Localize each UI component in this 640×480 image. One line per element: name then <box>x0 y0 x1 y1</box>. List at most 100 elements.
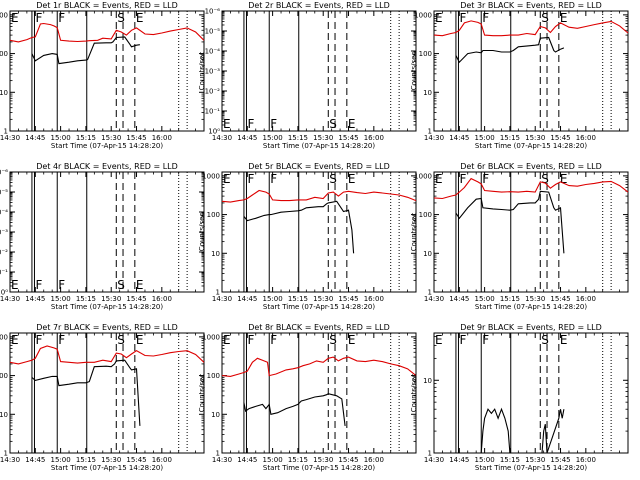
y-tick-label: 10⁻² <box>205 88 221 96</box>
marker-flag-label: F <box>270 172 277 186</box>
x-tick-label: 15:30 <box>525 134 545 142</box>
x-tick-label: 16:00 <box>152 134 172 142</box>
lld-series-line <box>9 345 205 365</box>
y-tick-label: 100 <box>419 211 432 219</box>
x-tick-label: 15:00 <box>263 295 283 303</box>
x-tick-label: 15:15 <box>500 295 520 303</box>
marker-flag-label: F <box>35 278 42 292</box>
lld-series-line <box>9 22 205 43</box>
x-tick-label: 15:15 <box>76 134 96 142</box>
panel-title: Det 4r BLACK = Events, RED = LLD <box>36 162 178 171</box>
x-tick-label: 14:45 <box>25 295 45 303</box>
y-tick-label: 10 <box>0 89 8 97</box>
x-tick-label: 16:00 <box>364 134 384 142</box>
x-tick-label: 15:00 <box>263 134 283 142</box>
panel-det-5: Det 5r BLACK = Events, RED = LLD 1 10 100 10… <box>198 162 417 311</box>
x-axis-label: Start Time (07-Apr-15 14:28:20) <box>475 142 587 150</box>
x-tick-label: 14:30 <box>0 456 20 464</box>
marker-flag-label: E <box>348 333 356 347</box>
plot-frame <box>433 171 629 293</box>
panel-det-3: Det 3r BLACK = Events, RED = LLD 1 10 100 10… <box>410 1 629 150</box>
y-tick-label: 1000 <box>0 11 8 19</box>
lld-series-line <box>221 189 417 203</box>
x-axis-label: Start Time (07-Apr-15 14:28:20) <box>263 303 375 311</box>
y-tick-label: 10 <box>423 89 432 97</box>
x-tick-label: 14:30 <box>212 134 232 142</box>
x-tick-label: 14:45 <box>449 134 469 142</box>
x-axis-label: Start Time (07-Apr-15 14:28:20) <box>51 303 163 311</box>
x-tick-label: 15:15 <box>76 456 96 464</box>
y-tick-label: 1 <box>4 450 8 458</box>
x-tick-label: 14:30 <box>424 295 444 303</box>
marker-flag-label: F <box>58 278 65 292</box>
x-tick-label: 15:45 <box>550 295 570 303</box>
x-tick-label: 14:30 <box>0 134 20 142</box>
panel-title: Det 2r BLACK = Events, RED = LLD <box>248 1 390 10</box>
events-series-line <box>480 407 565 454</box>
y-tick-label: 10⁻⁶ <box>205 8 221 16</box>
panel-det-9: Det 9r BLACK = Events, RED = LLD 1 10 Count… <box>410 323 629 472</box>
marker-flag-label: F <box>459 172 466 186</box>
y-tick-label: 1000 <box>0 333 8 341</box>
x-axis-label: Start Time (07-Apr-15 14:28:20) <box>51 464 163 472</box>
marker-flag-label: S <box>117 278 125 292</box>
events-series-line <box>243 200 355 254</box>
x-tick-label: 15:15 <box>500 134 520 142</box>
x-tick-label: 14:45 <box>25 456 45 464</box>
x-tick-label: 15:45 <box>338 134 358 142</box>
lld-series-line <box>433 177 629 200</box>
x-tick-label: 15:00 <box>475 134 495 142</box>
marker-flag-label: F <box>58 333 65 347</box>
marker-flag-label: F <box>58 11 65 25</box>
panel-det-7: Det 7r BLACK = Events, RED = LLD 1 10 100 10… <box>0 323 205 472</box>
x-tick-label: 14:30 <box>424 456 444 464</box>
y-tick-label: 10 <box>211 411 220 419</box>
y-tick-label: 10⁻¹ <box>205 108 221 116</box>
events-series-line <box>455 36 565 64</box>
y-tick-label: 10 <box>0 411 8 419</box>
x-tick-label: 15:00 <box>51 295 71 303</box>
marker-flag-label: E <box>560 172 568 186</box>
y-tick-label: 100 <box>419 50 432 58</box>
x-tick-label: 16:00 <box>152 295 172 303</box>
marker-flag-label: E <box>435 11 443 25</box>
marker-flag-label: E <box>11 278 19 292</box>
plot-frame <box>9 171 205 293</box>
y-tick-label: 10⁻² <box>0 249 8 257</box>
events-series-line <box>31 359 141 426</box>
marker-flag-label: F <box>247 172 254 186</box>
y-tick-label: 10 <box>423 377 432 385</box>
y-axis-label: Counts/sec <box>198 374 206 413</box>
plot-frame <box>221 332 417 454</box>
marker-flag-label: F <box>35 11 42 25</box>
panel-title: Det 1r BLACK = Events, RED = LLD <box>36 1 178 10</box>
x-tick-label: 15:45 <box>338 295 358 303</box>
y-tick-label: 10⁻³ <box>0 229 8 237</box>
y-tick-label: 10 <box>211 250 220 258</box>
y-tick-label: 1000 <box>202 172 220 180</box>
marker-flag-label: S <box>541 172 549 186</box>
x-tick-label: 15:00 <box>51 134 71 142</box>
panel-title: Det 8r BLACK = Events, RED = LLD <box>248 323 390 332</box>
y-tick-label: 1 <box>428 289 432 297</box>
marker-flag-label: F <box>482 172 489 186</box>
x-tick-label: 14:45 <box>25 134 45 142</box>
y-tick-label: 10⁻⁶ <box>0 169 8 177</box>
x-tick-label: 15:15 <box>76 295 96 303</box>
x-axis-label: Start Time (07-Apr-15 14:28:20) <box>475 464 587 472</box>
plot-frame <box>221 171 417 293</box>
marker-flag-label: F <box>459 333 466 347</box>
x-tick-label: 16:00 <box>364 456 384 464</box>
y-tick-label: 10 <box>423 250 432 258</box>
y-tick-label: 1 <box>216 289 220 297</box>
plot-frame <box>9 332 205 454</box>
y-tick-label: 100 <box>0 50 8 58</box>
x-axis-label: Start Time (07-Apr-15 14:28:20) <box>475 303 587 311</box>
marker-flag-label: E <box>11 333 19 347</box>
x-tick-label: 16:00 <box>364 295 384 303</box>
panel-title: Det 3r BLACK = Events, RED = LLD <box>460 1 602 10</box>
lld-series-line <box>433 20 629 37</box>
y-axis-label: Counts/sec <box>198 213 206 252</box>
panel-title: Det 6r BLACK = Events, RED = LLD <box>460 162 602 171</box>
marker-flag-label: E <box>223 172 231 186</box>
